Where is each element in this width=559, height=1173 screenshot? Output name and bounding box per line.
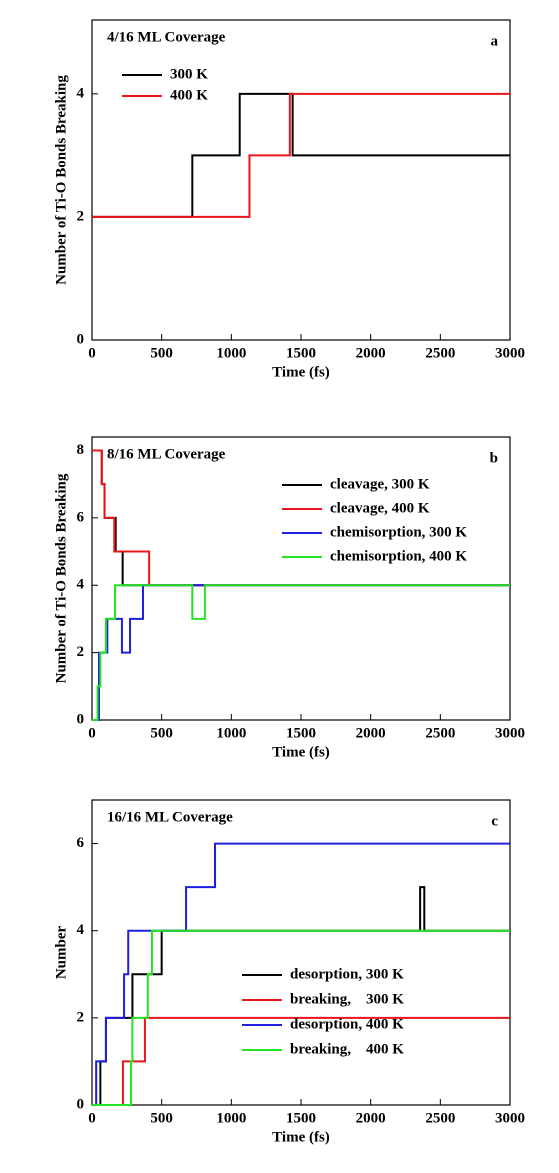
panel-label: a: [491, 33, 499, 49]
x-tick-label: 3000: [495, 1110, 525, 1126]
series-line: [92, 584, 510, 721]
x-axis-label: Time (fs): [272, 364, 330, 380]
x-tick-label: 0: [88, 1110, 96, 1126]
y-tick-label: 2: [77, 208, 85, 224]
y-tick-label: 8: [77, 442, 85, 458]
series-line: [92, 92, 510, 218]
x-tick-label: 1500: [286, 725, 316, 741]
x-tick-label: 1000: [216, 1110, 246, 1126]
legend-label: chemisorption, 400 K: [330, 548, 467, 564]
series-line: [92, 449, 510, 587]
x-tick-label: 1500: [286, 1110, 316, 1126]
y-tick-label: 0: [77, 711, 85, 727]
x-tick-label: 0: [88, 345, 96, 361]
series-line: [92, 929, 510, 1106]
legend-label: 300 K: [170, 66, 208, 82]
panel-title: 4/16 ML Coverage: [107, 29, 226, 45]
legend-label: desorption, 300 K: [290, 966, 404, 982]
x-tick-label: 2000: [356, 1110, 386, 1126]
legend-label: cleavage, 400 K: [330, 500, 430, 516]
y-axis-label: Number of Ti-O Bonds Breaking: [53, 473, 69, 683]
x-tick-label: 3000: [495, 725, 525, 741]
y-axis-label: Number of Ti-O Bonds Breaking: [53, 75, 69, 285]
panel-title: 8/16 ML Coverage: [107, 446, 226, 462]
x-tick-label: 1000: [216, 725, 246, 741]
x-tick-label: 500: [150, 1110, 173, 1126]
series-line: [92, 92, 510, 218]
plot-frame: [91, 436, 511, 721]
legend-label: desorption, 400 K: [290, 1016, 404, 1032]
legend-label: breaking, 400 K: [290, 1041, 404, 1057]
x-tick-label: 1500: [286, 345, 316, 361]
y-tick-label: 2: [77, 1009, 85, 1025]
series-line: [92, 584, 510, 721]
x-axis-label: Time (fs): [272, 1129, 330, 1145]
y-tick-label: 0: [77, 1096, 85, 1112]
panel-label: c: [491, 813, 498, 829]
x-tick-label: 500: [150, 345, 173, 361]
x-tick-label: 2500: [425, 725, 455, 741]
x-tick-label: 2500: [425, 1110, 455, 1126]
series-line: [92, 842, 510, 1106]
x-tick-label: 2500: [425, 345, 455, 361]
plot-frame: [91, 19, 511, 341]
x-tick-label: 2000: [356, 725, 386, 741]
x-tick-label: 3000: [495, 345, 525, 361]
y-tick-label: 0: [77, 331, 85, 347]
y-tick-label: 4: [77, 85, 85, 101]
y-tick-label: 2: [77, 644, 85, 660]
y-axis-label: Number: [53, 925, 69, 979]
series-line: [92, 449, 510, 587]
panel-title: 16/16 ML Coverage: [107, 809, 233, 825]
panel-label: b: [490, 450, 498, 466]
legend-label: 400 K: [170, 87, 208, 103]
y-tick-label: 4: [77, 577, 85, 593]
x-tick-label: 0: [88, 725, 96, 741]
legend-label: cleavage, 300 K: [330, 476, 430, 492]
y-tick-label: 6: [77, 835, 85, 851]
x-axis-label: Time (fs): [272, 744, 330, 760]
x-tick-label: 1000: [216, 345, 246, 361]
y-tick-label: 6: [77, 509, 85, 525]
y-tick-label: 4: [77, 922, 85, 938]
x-tick-label: 2000: [356, 345, 386, 361]
legend-label: chemisorption, 300 K: [330, 524, 467, 540]
plot-frame: [91, 799, 511, 1106]
legend-label: breaking, 300 K: [290, 991, 404, 1007]
x-tick-label: 500: [150, 725, 173, 741]
